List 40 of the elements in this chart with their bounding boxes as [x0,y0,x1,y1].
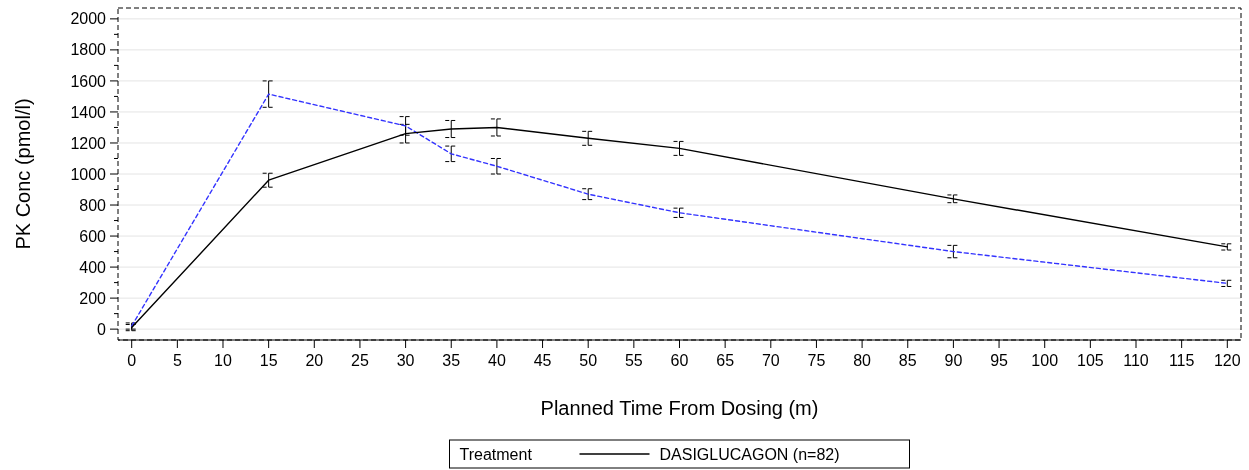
x-tick-label: 30 [396,352,415,369]
y-tick-label: 1000 [70,165,107,183]
x-tick-label: 50 [579,352,598,369]
x-tick-label: 40 [488,352,506,369]
x-tick-label: 85 [898,352,917,369]
x-tick-label: 0 [127,352,137,369]
y-tick-label: 2000 [70,10,107,28]
y-tick-label: 1400 [70,103,107,121]
y-tick-label: 0 [97,320,107,338]
y-tick-label: 600 [79,227,107,245]
y-tick-label: 400 [79,258,107,276]
legend-label: DASIGLUCAGON (n=82) [659,446,840,463]
x-tick-label: 80 [853,352,872,369]
x-tick-label: 75 [807,352,826,369]
y-axis-title: PK Conc (pmol/l) [12,98,34,250]
x-tick-label: 20 [305,352,324,369]
x-tick-label: 35 [442,352,461,369]
x-tick-label: 25 [351,352,369,369]
x-axis-title: Planned Time From Dosing (m) [540,397,819,419]
x-tick-label: 120 [1213,352,1241,369]
y-tick-label: 1600 [70,72,107,90]
x-tick-label: 105 [1077,352,1104,369]
x-tick-label: 90 [944,352,963,369]
x-tick-label: 55 [624,352,643,369]
x-tick-label: 70 [761,352,780,369]
y-tick-label: 1200 [70,134,107,152]
x-tick-label: 5 [172,352,182,369]
x-tick-label: 110 [1123,352,1149,369]
x-tick-label: 60 [670,352,689,369]
y-tick-label: 800 [79,196,107,214]
x-tick-label: 95 [990,352,1009,369]
x-tick-label: 65 [716,352,735,369]
y-tick-label: 1800 [70,41,107,59]
x-tick-label: 15 [259,352,278,369]
x-tick-label: 45 [533,352,552,369]
legend-title: Treatment [459,446,533,463]
y-tick-label: 200 [79,289,107,307]
x-tick-label: 115 [1168,352,1195,369]
x-tick-label: 10 [214,352,232,369]
x-tick-label: 100 [1031,352,1059,369]
